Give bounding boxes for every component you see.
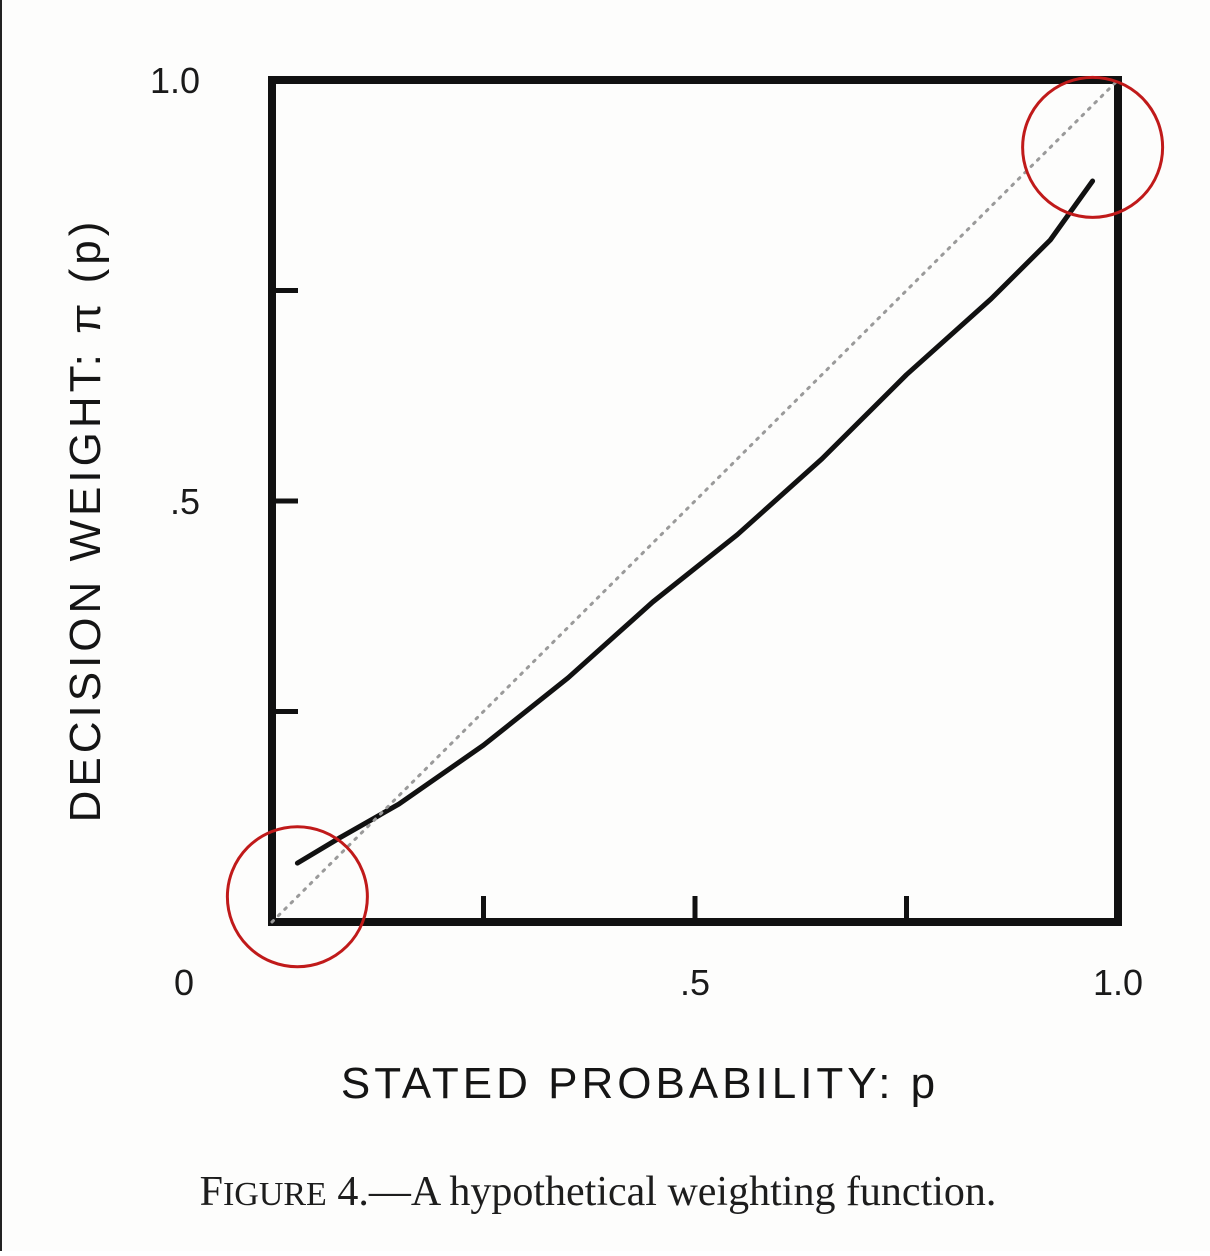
x-tick-label: .5 [680,962,710,1003]
caption-text: 4.—A hypothetical weighting function. [327,1169,997,1215]
x-tick-label: 1.0 [1093,962,1143,1003]
figure-caption: FIGURE 4.—A hypothetical weighting funct… [200,1169,997,1215]
weighting-curve [294,178,1096,866]
caption-figure-word: IGURE [223,1176,327,1213]
y-tick-label: 1.0 [150,60,200,101]
x-axis-title: STATED PROBABILITY: p [341,1059,939,1108]
highlight-circle [1021,75,1165,219]
caption-figure-initial: F [200,1169,223,1215]
diagonal-reference-line [270,78,1120,924]
x-tick-label: 0 [174,962,194,1003]
plot-area: 0 .5 1.0 .5 1.0 [150,60,1165,1003]
y-tick-label: .5 [170,481,200,522]
highlight-circle [225,825,369,969]
y-axis-title: DECISION WEIGHT: π (p) [61,218,110,823]
